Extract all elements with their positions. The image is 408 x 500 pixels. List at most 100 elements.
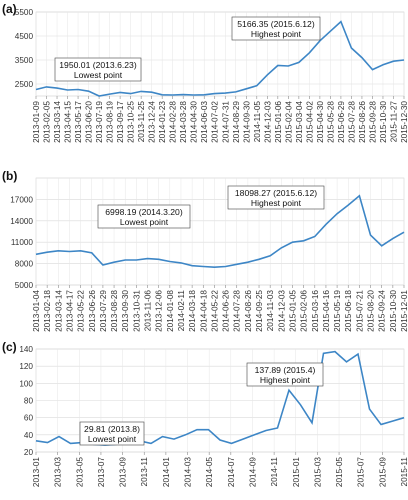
panel-b-annotation-low-box [97,204,191,229]
panel-c-annotation-low-box [79,421,145,446]
panel-a-xtick-label: 2014-07-31 [221,101,230,143]
panel-a: (a) 2500 3500 4500 5500 2013-01-09 2013-02-0… [2,2,408,143]
panel-a-xtick-label: 2014-07-02 [211,101,220,143]
panel-c-yticks: 20 40 60 80 100 120 140 [19,345,33,457]
panel-a-xtick-label: 2015-04-30 [316,101,325,143]
panel-c-annotation-low-label: Lowest point [88,434,137,444]
panel-a-xtick-label: 2013-02-05 [43,101,52,143]
panel-b-xtick-label: 2015-09-24 [378,290,387,332]
panel-a-xtick-label: 2015-03-04 [295,101,304,143]
panel-b-xtick-label: 2013-12-06 [155,290,164,332]
panel-b-xtick-label: 2015-04-16 [322,290,331,332]
panel-b-annotation-low-value: 6998.19 (2014.3.20) [105,207,183,217]
panel-c-annotation-low: 29.81 (2013.8) Lowest point [79,421,145,446]
panel-a-annotation-low-value: 1950.01 (2013.6.23) [59,60,137,70]
panel-a-xtick-label: 2014-04-30 [190,101,199,143]
panel-b-annotation-low-label: Lowest point [120,217,169,227]
panel-a-xtick-label: 2015-04-02 [305,101,314,143]
panel-b-xtick-label: 2014-05-22 [210,290,219,332]
panel-c-annotation-high: 137.89 (2015.4) Highest point [246,362,324,387]
panel-a-xtick-label: 2015-07-28 [347,101,356,143]
panel-c-xtick-label: 2015-07 [357,457,366,487]
panel-a-xtick-label: 2013-07-19 [95,101,104,143]
panel-a-xtick-label: 2013-12-24 [148,101,157,143]
panel-c-ytick-label: 120 [19,362,33,371]
panel-a-annotation-high-box [231,16,321,41]
panel-b-annotation-high: 18098.27 (2015.6.12) Highest point [227,185,325,210]
panel-c-annotation-high-box [246,362,324,387]
panel-a-annotation-low: 1950.01 (2013.6.23) Lowest point [54,57,142,82]
panel-a-xtick-label: 2015-09-28 [368,101,377,143]
panel-b-xtick-label: 2014-07-28 [233,290,242,332]
panel-b-xtick-label: 2014-02-11 [177,290,186,332]
panel-b-xtick-label: 2015-02-06 [300,290,309,332]
panel-c-xtick-label: 2015-11 [400,457,408,487]
panel-b-xtick-label: 2014-12-03 [277,290,286,332]
panel-c-tag: (c) [2,340,17,354]
panel-b-xtick-label: 2014-01-08 [166,290,175,332]
panel-a-ytick-label: 5500 [15,8,34,17]
panel-a-xtick-label: 2015-12-30 [400,101,408,143]
panel-b-tag: (b) [2,169,17,183]
panel-b-annotation-low: 6998.19 (2014.3.20) Lowest point [97,204,191,229]
panel-b-xtick-label: 2015-03-16 [311,290,320,332]
panel-b-xtick-label: 2013-02-18 [43,290,52,332]
panel-a-xtick-label: 2013-04-15 [64,101,73,143]
panel-a-annotation-low-label: Lowest point [74,70,123,80]
panel-b-ytick-label: 11000 [11,238,34,247]
panel-a-xtick-label: 2014-03-28 [179,101,188,143]
panel-b-xtick-label: 2013-06-26 [88,290,97,332]
panel-c-ytick-label: 140 [19,345,33,354]
panel-c-xtick-label: 2015-03 [313,457,322,487]
panel-c-ytick-label: 60 [24,414,34,423]
panel-c-xtick-label: 2015-09 [378,457,387,487]
panel-b-xtick-label: 2013-11-06 [144,290,153,332]
panel-a-xtick-label: 2014-06-03 [200,101,209,143]
panel-b-annotation-high-box [227,185,325,210]
panel-b-xtick-label: 2015-05-19 [333,290,342,332]
panel-a-xtick-label: 2014-11-05 [253,101,262,143]
panel-a-xtick-label: 2013-09-17 [116,101,125,143]
panel-b-ytick-label: 8000 [15,260,34,269]
panel-b-xtick-label: 2015-12-01 [400,290,408,332]
panel-c-xtick-label: 2014-03 [184,457,193,487]
panel-c-xtick-label: 2015-05 [335,457,344,487]
panel-a-ytick-label: 3500 [15,56,34,65]
panel-c-xtick-label: 2014-01 [162,457,171,487]
panel-a-annotation-low-box [54,57,142,82]
panel-b-xtick-label: 2013-09-30 [121,290,130,332]
panel-b-xtick-label: 2013-07-29 [99,290,108,332]
panel-b-plot-frame [35,177,405,286]
panel-a-xtick-label: 2014-01-23 [158,101,167,143]
panel-b-xtick-label: 2014-04-18 [199,290,208,332]
panel-a-xtick-label: 2014-12-03 [263,101,272,143]
panel-c-xtick-label: 2015-01 [292,457,301,487]
panel-a-xtick-label: 2015-11-27 [389,101,398,143]
panel-b-annotation-high-label: Highest point [251,198,302,208]
panel-b-xtick-label: 2013-10-31 [132,290,141,332]
panel-b-xtick-label: 2013-04-17 [65,290,74,332]
panel-c-xtick-label: 2013-05 [75,457,84,487]
panel-a-plot-frame [35,11,405,97]
panel-a-xtick-label: 2015-02-04 [284,101,293,143]
panel-b-ytick-label: 14000 [10,217,33,226]
panel-c-xtick-label: 2014-05 [205,457,214,487]
panel-a-xtick-label: 2013-11-25 [137,101,146,143]
panel-b-xtick-label: 2014-08-26 [244,290,253,332]
panel-a-xtick-label: 2014-09-30 [242,101,251,143]
panel-a-xtick-label: 2013-03-14 [53,101,62,143]
panel-c-xtick-label: 2013-01 [32,457,41,487]
panel-b-ytick-label: 5000 [15,281,34,290]
panel-a-annotation-high-value: 5166.35 (2015.6.12) [237,19,315,29]
panel-b-xtick-label: 2013-03-14 [54,290,63,332]
panel-b-xtick-label: 2015-06-18 [344,290,353,332]
panel-c-ytick-label: 40 [24,431,34,440]
panel-b-xtick-label: 2014-03-18 [188,290,197,332]
panel-c-ytick-label: 20 [24,448,34,457]
panel-b-xtick-label: 2014-09-25 [255,290,264,332]
panel-a-xtick-label: 2015-05-28 [326,101,335,143]
panel-a-series-line [35,20,405,97]
